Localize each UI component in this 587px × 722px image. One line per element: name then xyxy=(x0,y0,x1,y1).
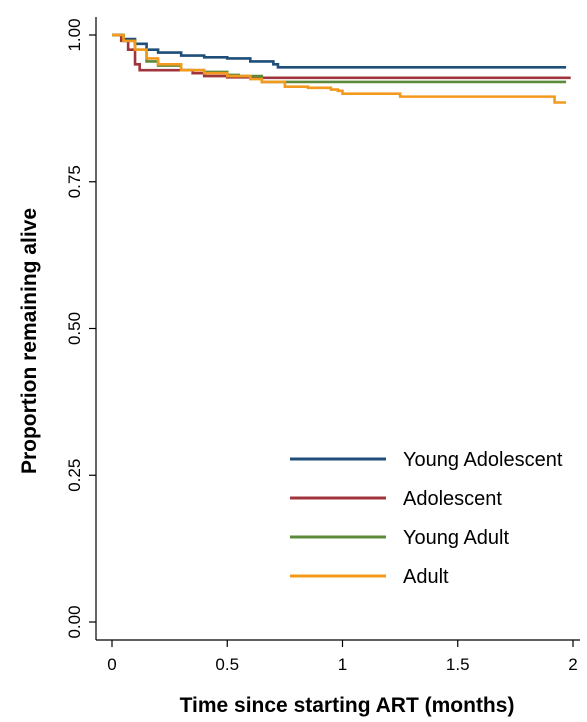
legend-label-adolescent: Adolescent xyxy=(403,488,502,510)
series-line-young-adult xyxy=(112,33,567,84)
series-layer xyxy=(112,33,571,104)
x-axis-title: Time since starting ART (months) xyxy=(180,694,515,717)
x-tick-label: 0 xyxy=(107,655,116,674)
y-tick-label: 0.50 xyxy=(65,312,84,345)
series-line-adult xyxy=(112,33,567,104)
legend: Young Adolescent Adolescent Young Adult Adu… xyxy=(290,449,563,588)
y-tick-label: 0.00 xyxy=(65,605,84,638)
y-tick-label: 1.00 xyxy=(65,18,84,51)
axes: 0.00 0.25 0.50 0.75 1.00 0 0.5 1 1.5 2 xyxy=(65,17,580,674)
x-tick-label: 1.5 xyxy=(446,655,470,674)
legend-label-adult: Adult xyxy=(403,566,449,588)
legend-label-young-adult: Young Adult xyxy=(403,527,509,549)
y-axis-title: Proportion remaining alive xyxy=(18,208,41,474)
x-tick-label: 2 xyxy=(568,655,577,674)
x-tick-label: 1 xyxy=(338,655,347,674)
x-tick-label: 0.5 xyxy=(215,655,239,674)
legend-label-young-adolescent: Young Adolescent xyxy=(403,449,563,471)
y-tick-label: 0.25 xyxy=(65,459,84,492)
y-tick-label: 0.75 xyxy=(65,165,84,198)
series-line-young-adolescent xyxy=(112,33,567,69)
